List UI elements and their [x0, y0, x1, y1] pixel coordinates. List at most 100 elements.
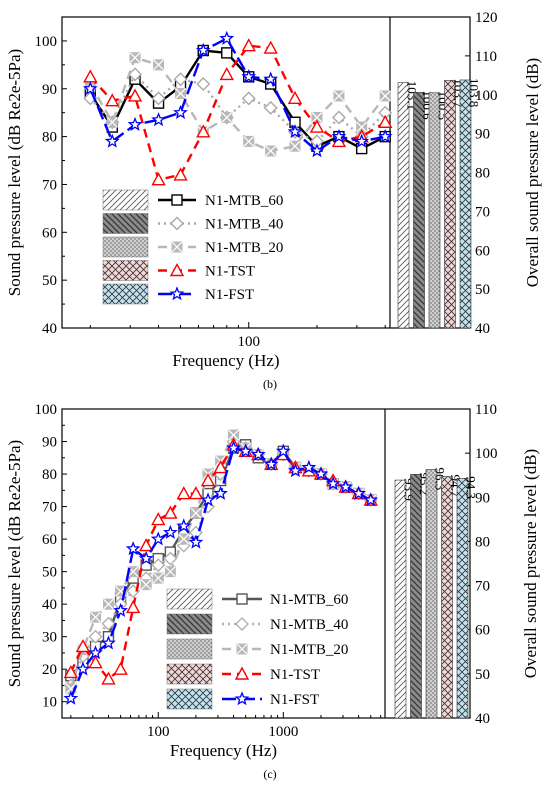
overall-bars: 93.9 95.2 96.3 94.7 94.3	[394, 467, 479, 719]
plot-frame	[61, 408, 471, 719]
legend-marker	[235, 617, 249, 631]
legend-label: N1-TST	[205, 264, 255, 280]
data-point	[151, 558, 166, 573]
y2-tick-label: 100	[475, 446, 498, 462]
x-tick-label: 100	[237, 334, 260, 350]
data-point	[176, 486, 191, 500]
y-tick-label: 50	[42, 565, 57, 581]
legend-label: N1-TST	[270, 667, 320, 683]
data-point	[221, 47, 233, 59]
data-point	[178, 533, 190, 545]
y2-tick-label: 80	[475, 534, 490, 550]
legend-label: N1-MTB_20	[270, 642, 348, 658]
data-point	[213, 485, 228, 500]
legend-marker	[236, 643, 248, 655]
data-point	[241, 38, 256, 52]
data-point	[175, 88, 187, 100]
data-point	[173, 167, 188, 181]
data-point	[263, 71, 279, 86]
x-axis-title: Frequency (Hz)	[172, 351, 279, 370]
y2-tick-label: 80	[475, 166, 490, 182]
y-axis-ticks: 40 50 60 70 80 90 100	[35, 34, 67, 337]
overall-bar	[459, 79, 472, 329]
data-point	[238, 443, 254, 458]
data-point	[363, 492, 379, 507]
y-tick-label: 30	[42, 630, 57, 646]
legend-marker	[170, 216, 184, 231]
legend-marker	[234, 691, 250, 706]
data-point	[241, 91, 256, 106]
data-point	[378, 114, 393, 128]
data-point	[138, 538, 154, 552]
y-tick-label: 20	[42, 662, 57, 678]
chart-panel-c: 10 20 30 40 50 60 70 80 90 100 40 50 60 70 80 90 100 110 1…	[5, 402, 540, 781]
legend-label: N1-MTB_20	[205, 240, 283, 256]
data-point	[151, 112, 166, 127]
y2-axis-ticks: 40 50 60 70 80 90 100 110 120	[465, 10, 498, 337]
data-point	[263, 100, 278, 115]
legend-label: N1-FST	[205, 287, 254, 303]
data-point	[163, 505, 178, 519]
y-tick-label: 40	[42, 321, 57, 337]
data-point	[138, 550, 154, 565]
data-point	[219, 30, 235, 45]
data-point	[88, 645, 103, 660]
y2-axis-title: Overall sound pressure level (dB)	[523, 58, 542, 287]
data-point	[331, 110, 346, 125]
y2-tick-label: 40	[475, 321, 490, 337]
data-point	[75, 638, 91, 653]
data-point	[88, 655, 103, 669]
chart-panel-b: 405060708090100405060708090100110120100F…	[5, 10, 542, 391]
overall-bar	[397, 82, 410, 329]
legend-swatch	[166, 688, 213, 710]
data-point	[226, 440, 241, 455]
data-point	[83, 69, 98, 83]
overall-bar	[444, 80, 456, 329]
y-tick-label: 60	[42, 532, 57, 548]
legend-swatch	[102, 236, 149, 258]
data-point	[162, 524, 178, 539]
data-point	[219, 66, 234, 81]
data-point	[82, 80, 98, 96]
data-point	[196, 124, 211, 138]
data-point	[113, 661, 128, 675]
data-point	[188, 486, 204, 500]
bar-value-label: 94.3	[464, 476, 479, 499]
data-point	[127, 116, 143, 131]
data-point	[243, 135, 255, 147]
data-point	[289, 140, 301, 152]
data-point	[313, 466, 329, 481]
data-point	[104, 133, 120, 148]
data-point	[241, 69, 257, 84]
overall-bar	[394, 479, 407, 719]
legend-swatch	[166, 663, 213, 685]
y-tick-label: 10	[42, 695, 57, 711]
y-tick-label: 70	[42, 500, 57, 516]
legend-label: N1-FST	[270, 692, 319, 708]
data-point	[176, 518, 192, 533]
y-tick-label: 70	[42, 177, 57, 193]
data-point	[173, 104, 188, 119]
data-point	[164, 566, 176, 578]
y2-tick-label: 40	[475, 711, 490, 727]
legend-marker	[171, 241, 183, 253]
data-point	[221, 111, 233, 123]
x-axis-ticks: 100 1000	[70, 712, 382, 740]
panel-caption: (b)	[263, 377, 277, 391]
x-axis-ticks: 100	[89, 322, 386, 350]
legend-label: N1-MTB_40	[205, 217, 283, 233]
data-point	[101, 635, 116, 650]
data-point	[163, 551, 178, 566]
x-tick-label: 1000	[268, 724, 298, 740]
y-axis-title: Sound pressure level (dB Re2e-5Pa)	[5, 49, 24, 296]
y2-axis-title: Overall sound pressure level (dB)	[521, 449, 540, 678]
data-point	[354, 133, 370, 148]
y2-tick-label: 120	[475, 10, 498, 26]
data-point	[173, 72, 188, 87]
data-point	[63, 665, 79, 679]
data-point	[90, 611, 102, 623]
x-axis-title: Frequency (Hz)	[170, 741, 277, 760]
y-tick-label: 90	[42, 435, 57, 451]
y-tick-label: 80	[42, 130, 57, 146]
overall-bar	[456, 478, 469, 719]
